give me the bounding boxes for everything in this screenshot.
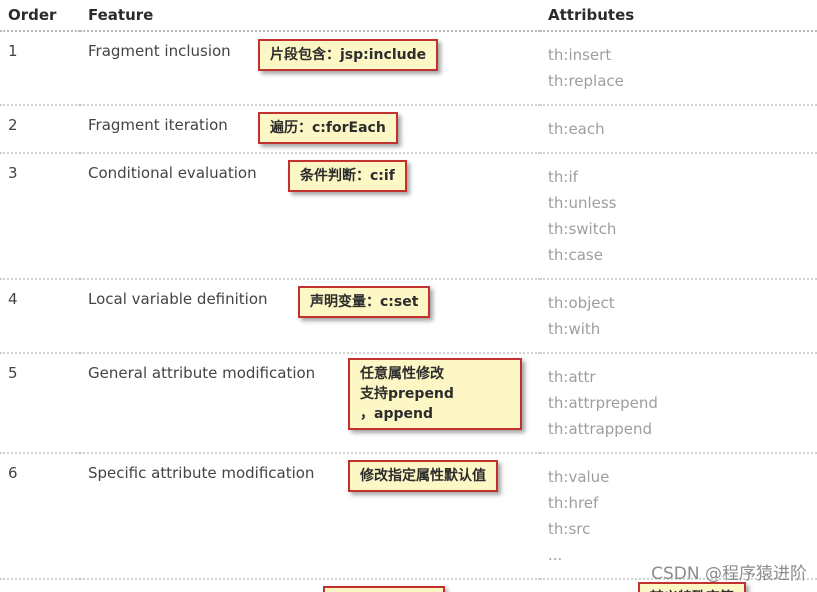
feature-text: General attribute modification — [88, 364, 315, 382]
attr-value: th:unless — [548, 190, 809, 216]
table-row: 6 Specific attribute modification 修改指定属性… — [0, 453, 817, 579]
cell-order: 3 — [0, 153, 80, 279]
callout-conditional-evaluation: 条件判断：c:if — [288, 160, 407, 192]
cell-attributes: th:text th:utext 转义特殊字符 不转义特殊字符 — [540, 579, 817, 592]
cell-feature: Specific attribute modification 修改指定属性默认… — [80, 453, 540, 579]
col-header-feature: Feature — [80, 0, 540, 31]
cell-attributes: th:object th:with — [540, 279, 817, 353]
feature-text: Fragment iteration — [88, 116, 228, 134]
col-header-attributes: Attributes — [540, 0, 817, 31]
attr-value: th:case — [548, 242, 809, 268]
callout-text-escape: 转义特殊字符 — [638, 582, 746, 592]
table-row: 4 Local variable definition 声明变量：c:set t… — [0, 279, 817, 353]
feature-table: Order Feature Attributes 1 Fragment incl… — [0, 0, 817, 592]
cell-feature: Fragment inclusion 片段包含：jsp:include — [80, 31, 540, 105]
callout-general-attribute: 任意属性修改 支持prepend ，append — [348, 358, 522, 430]
cell-feature: General attribute modification 任意属性修改 支持… — [80, 353, 540, 453]
attr-value: th:value — [548, 464, 809, 490]
attr-value: ... — [548, 542, 809, 568]
table-row: 3 Conditional evaluation 条件判断：c:if th:if… — [0, 153, 817, 279]
callout-fragment-iteration: 遍历：c:forEach — [258, 112, 398, 144]
cell-order: 7 — [0, 579, 80, 592]
attr-value: th:switch — [548, 216, 809, 242]
cell-attributes: th:value th:href th:src ... — [540, 453, 817, 579]
callout-text-body: 修改标签体内容 — [323, 586, 445, 592]
attr-value: th:each — [548, 116, 809, 142]
cell-feature: Text (tag body modification) 修改标签体内容 — [80, 579, 540, 592]
attr-value: th:insert — [548, 42, 809, 68]
feature-text: Fragment inclusion — [88, 42, 231, 60]
cell-feature: Local variable definition 声明变量：c:set — [80, 279, 540, 353]
table-header-row: Order Feature Attributes — [0, 0, 817, 31]
table-row: 5 General attribute modification 任意属性修改 … — [0, 353, 817, 453]
table-row: 1 Fragment inclusion 片段包含：jsp:include th… — [0, 31, 817, 105]
feature-text: Specific attribute modification — [88, 464, 314, 482]
cell-attributes: th:if th:unless th:switch th:case — [540, 153, 817, 279]
attr-value: th:src — [548, 516, 809, 542]
attr-value: th:replace — [548, 68, 809, 94]
cell-order: 5 — [0, 353, 80, 453]
callout-specific-attribute: 修改指定属性默认值 — [348, 460, 498, 492]
feature-text: Conditional evaluation — [88, 164, 257, 182]
page-root: Order Feature Attributes 1 Fragment incl… — [0, 0, 817, 592]
attr-value: th:attr — [548, 364, 809, 390]
cell-attributes: th:insert th:replace — [540, 31, 817, 105]
attr-value: th:if — [548, 164, 809, 190]
cell-order: 6 — [0, 453, 80, 579]
attr-value: th:object — [548, 290, 809, 316]
feature-text: Local variable definition — [88, 290, 268, 308]
cell-feature: Conditional evaluation 条件判断：c:if — [80, 153, 540, 279]
col-header-order: Order — [0, 0, 80, 31]
cell-order: 4 — [0, 279, 80, 353]
attr-value: th:href — [548, 490, 809, 516]
attr-value: th:with — [548, 316, 809, 342]
cell-order: 2 — [0, 105, 80, 153]
table-row: 2 Fragment iteration 遍历：c:forEach th:eac… — [0, 105, 817, 153]
callout-local-variable: 声明变量：c:set — [298, 286, 430, 318]
cell-feature: Fragment iteration 遍历：c:forEach — [80, 105, 540, 153]
attr-value: th:attrprepend — [548, 390, 809, 416]
callout-fragment-inclusion: 片段包含：jsp:include — [258, 39, 438, 71]
cell-attributes: th:each — [540, 105, 817, 153]
attr-value: th:attrappend — [548, 416, 809, 442]
table-body: 1 Fragment inclusion 片段包含：jsp:include th… — [0, 31, 817, 592]
cell-attributes: th:attr th:attrprepend th:attrappend — [540, 353, 817, 453]
cell-order: 1 — [0, 31, 80, 105]
table-row: 7 Text (tag body modification) 修改标签体内容 t… — [0, 579, 817, 592]
